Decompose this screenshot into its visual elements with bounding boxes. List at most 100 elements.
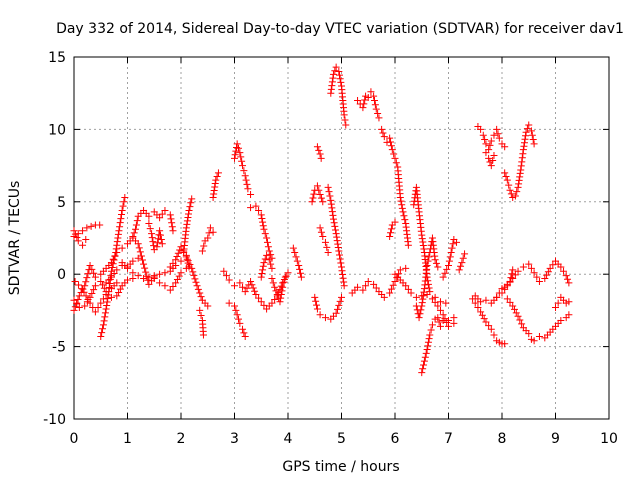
data-point [134,272,142,280]
data-point [459,254,467,262]
data-point [380,133,388,141]
data-point [91,282,99,290]
data-point [481,136,489,144]
data-point [175,272,183,280]
data-point [145,280,153,288]
data-point [166,211,174,219]
data-point [184,213,192,221]
data-point [106,279,114,287]
data-point [418,299,426,307]
data-point [328,208,336,216]
data-point [327,85,335,93]
data-point [145,212,153,220]
y-tick-label: 15 [48,50,66,66]
data-point [268,299,276,307]
data-point [210,190,218,198]
data-point [260,225,268,233]
data-point [425,335,433,343]
data-point [329,211,337,219]
data-point [97,332,105,340]
data-point [113,248,121,256]
data-point [336,255,344,263]
data-point [336,297,344,305]
data-point [260,259,268,267]
data-point [101,309,109,317]
data-point [252,290,260,298]
data-point [124,276,131,284]
data-point [487,162,495,170]
data-point [511,192,519,200]
x-axis-label: GPS time / hours [282,459,399,475]
data-point [116,223,124,231]
data-point [82,292,90,300]
data-point [186,203,194,211]
data-point [80,288,88,296]
data-point [364,94,372,102]
data-point [514,312,522,320]
data-point [523,125,531,133]
data-point [187,199,195,207]
data-point [268,264,276,272]
data-point [422,349,430,357]
data-point [309,194,317,202]
data-point [453,238,461,246]
data-point [173,252,181,260]
data-point [360,100,368,108]
data-point [330,219,338,227]
data-point [269,279,277,287]
data-point [332,230,340,238]
data-point [404,241,412,249]
data-point [333,233,341,241]
data-point [259,266,267,274]
data-point [118,244,126,252]
data-point [316,224,324,232]
data-point [156,231,164,239]
data-point [312,297,320,305]
data-point [506,277,514,285]
data-point [118,211,126,219]
data-point [378,125,386,133]
data-point [513,188,521,196]
data-point [154,239,162,247]
data-point [169,227,177,235]
data-point [169,259,177,267]
data-point [316,311,324,319]
data-point [431,293,439,301]
data-point [184,210,192,218]
data-point [167,215,175,223]
data-point [296,269,304,277]
data-point [176,246,184,254]
data-point [86,262,94,270]
data-point [277,290,285,298]
data-point [113,241,121,249]
data-point [132,225,140,233]
data-point [315,186,323,194]
data-point [370,96,378,104]
data-point [145,273,153,281]
data-point [380,293,388,301]
data-point [129,233,137,241]
data-point [482,318,490,326]
data-point [79,241,87,249]
data-point [482,149,490,157]
data-point [510,305,518,313]
y-tick-label: 5 [57,195,66,211]
data-point [265,256,273,264]
data-point [442,299,450,307]
data-point [74,296,82,304]
data-point [103,298,111,306]
data-point [398,201,406,209]
data-point [82,278,90,286]
data-point [225,299,233,307]
data-point [75,281,83,289]
data-point [161,269,169,277]
data-point [244,185,252,193]
data-point [188,195,196,203]
data-point [328,82,336,90]
data-point [417,306,425,314]
data-point [114,230,122,238]
data-point [238,157,246,165]
data-point [441,315,449,323]
data-point [247,204,255,212]
data-point [487,137,495,145]
